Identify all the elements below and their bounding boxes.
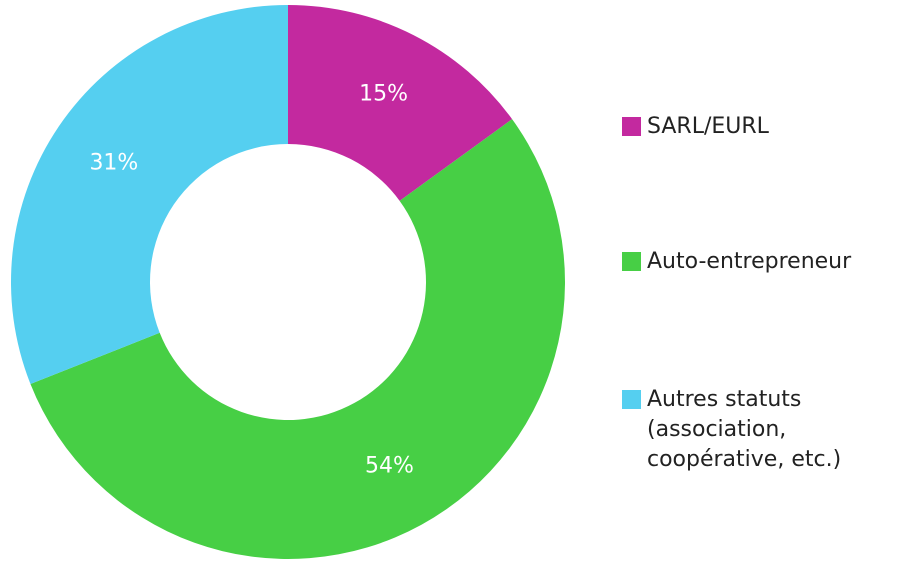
slice-label: 31% — [89, 151, 138, 176]
slice-label: 15% — [359, 81, 408, 106]
slice — [288, 5, 513, 201]
legend-item: Auto-entrepreneur — [622, 247, 877, 277]
legend-label: Autres statuts (association, coopérative… — [647, 387, 842, 472]
legend-label: SARL/EURL — [647, 114, 769, 139]
legend-label: Auto-entrepreneur — [647, 249, 852, 274]
legend-swatch — [622, 117, 641, 136]
slice-label: 54% — [365, 453, 414, 478]
slice — [11, 5, 289, 384]
legend-item: Autres statuts (association, coopérative… — [622, 385, 877, 475]
legend-item: SARL/EURL — [622, 112, 877, 142]
legend-swatch — [622, 390, 641, 409]
legend-swatch — [622, 252, 641, 271]
slice — [30, 119, 566, 560]
